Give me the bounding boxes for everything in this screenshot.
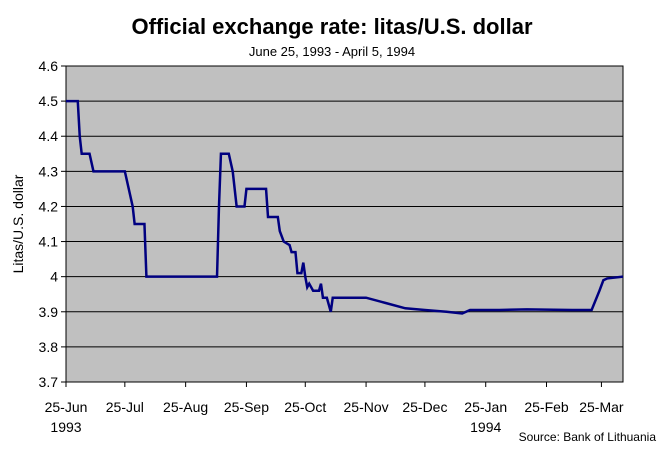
x-tick-label: 25-Nov bbox=[344, 399, 389, 415]
y-tick-label: 4.1 bbox=[39, 234, 59, 250]
y-tick-label: 4.4 bbox=[39, 128, 59, 144]
y-axis: 3.7 3.8 3.9 4 4.1 4.2 4.3 4.4 4.5 4.6 bbox=[39, 58, 66, 390]
y-axis-title: Litas/U.S. dollar bbox=[10, 174, 26, 273]
x-axis: 25-Jun 1993 25-Jul 25-Aug 25-Sep 25-Oct 25-Nov… bbox=[45, 382, 624, 435]
chart-title: Official exchange rate: litas/U.S. dolla… bbox=[131, 14, 532, 39]
x-tick-label: 25-Mar bbox=[579, 399, 624, 415]
x-tick-label: 25-Sep bbox=[224, 399, 269, 415]
x-tick-label: 25-Oct bbox=[284, 399, 326, 415]
y-tick-label: 4.2 bbox=[39, 198, 59, 214]
y-tick-label: 3.7 bbox=[39, 374, 59, 390]
x-tick-year-label: 1993 bbox=[50, 419, 81, 435]
x-tick-label: 25-Jun bbox=[45, 399, 88, 415]
y-tick-label: 4 bbox=[50, 269, 58, 285]
y-tick-label: 3.9 bbox=[39, 304, 59, 320]
x-tick-year-label: 1994 bbox=[470, 419, 501, 435]
x-tick-label: 25-Jul bbox=[106, 399, 144, 415]
plot-area bbox=[65, 65, 624, 383]
y-tick-label: 3.8 bbox=[39, 339, 59, 355]
y-tick-label: 4.6 bbox=[39, 58, 59, 74]
chart-subtitle: June 25, 1993 - April 5, 1994 bbox=[249, 44, 415, 59]
x-tick-label: 25-Dec bbox=[402, 399, 447, 415]
x-tick-label: 25-Jan bbox=[464, 399, 507, 415]
series-line-exchange-rate bbox=[66, 99, 624, 315]
y-tick-label: 4.3 bbox=[39, 163, 59, 179]
source-note: Source: Bank of Lithuania bbox=[519, 430, 657, 444]
x-tick-label: 25-Aug bbox=[163, 399, 208, 415]
x-tick-label: 25-Feb bbox=[524, 399, 569, 415]
y-tick-label: 4.5 bbox=[39, 93, 59, 109]
